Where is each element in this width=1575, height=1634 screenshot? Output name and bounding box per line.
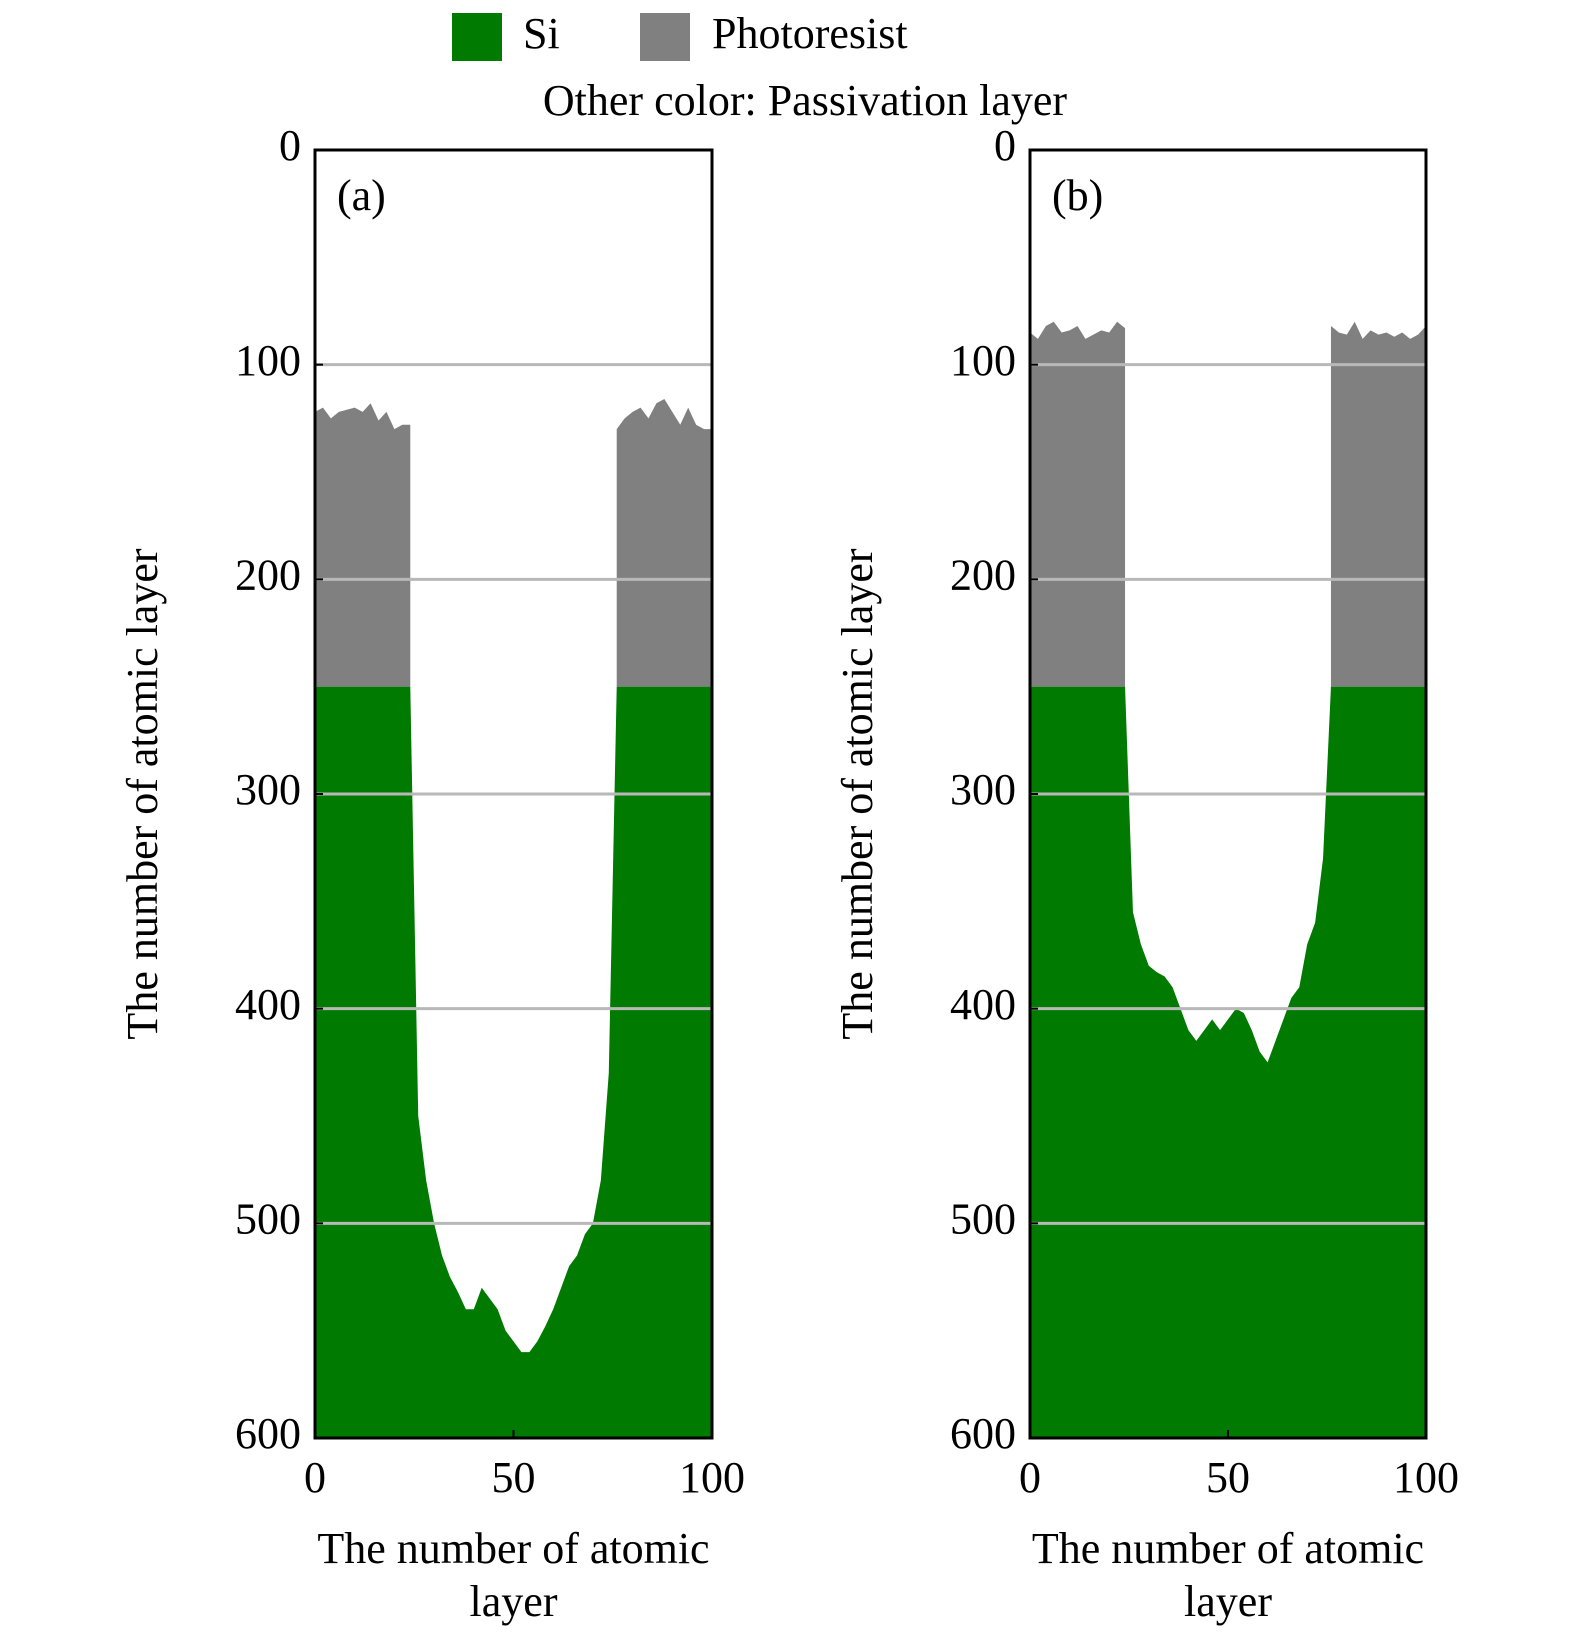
x-axis-label: The number of atomic layer — [1031, 1524, 1425, 1626]
plot-frame — [313, 148, 714, 1440]
x-tick-label: 100 — [679, 1453, 745, 1502]
x-tick-label: 50 — [1206, 1453, 1250, 1502]
x-tick-label: 50 — [492, 1453, 536, 1502]
y-tick-label: 100 — [235, 336, 301, 385]
x-tick-label: 100 — [1393, 1453, 1459, 1502]
si-area — [1030, 686, 1426, 1438]
y-tick-label: 600 — [950, 1409, 1016, 1458]
x-axis-label: The number of atomic layer — [317, 1524, 710, 1626]
y-tick-label: 600 — [235, 1409, 301, 1458]
si-area — [315, 686, 712, 1438]
plot-frame — [1028, 148, 1428, 1440]
y-tick-label: 200 — [950, 550, 1016, 599]
x-axis-label-box: The number of atomic layer — [317, 1524, 710, 1626]
y-axis-label: The number of atomic layer — [833, 548, 882, 1039]
y-tick-label: 400 — [235, 980, 301, 1029]
y-axis-label: The number of atomic layer — [118, 548, 167, 1039]
y-tick-label: 300 — [950, 765, 1016, 814]
legend-swatch — [452, 13, 502, 61]
legend-swatch — [640, 13, 690, 61]
y-tick-label: 200 — [235, 550, 301, 599]
legend-label: Si — [523, 9, 560, 58]
x-axis-label-box: The number of atomic layer — [1031, 1524, 1425, 1626]
y-tick-label: 0 — [994, 121, 1016, 170]
note: Other color: Passivation layer — [543, 76, 1068, 125]
y-tick-label: 500 — [950, 1194, 1016, 1243]
panel-label: (b) — [1052, 171, 1103, 220]
x-tick-label: 0 — [1019, 1453, 1041, 1502]
y-tick-label: 100 — [950, 336, 1016, 385]
y-tick-label: 300 — [235, 765, 301, 814]
legend-label: Photoresist — [712, 9, 908, 58]
photoresist-area — [315, 399, 712, 687]
y-tick-label: 0 — [279, 121, 301, 170]
panel-label: (a) — [337, 171, 386, 220]
photoresist-area — [1030, 321, 1426, 687]
y-tick-label: 500 — [235, 1194, 301, 1243]
y-tick-label: 400 — [950, 980, 1016, 1029]
x-tick-label: 0 — [304, 1453, 326, 1502]
